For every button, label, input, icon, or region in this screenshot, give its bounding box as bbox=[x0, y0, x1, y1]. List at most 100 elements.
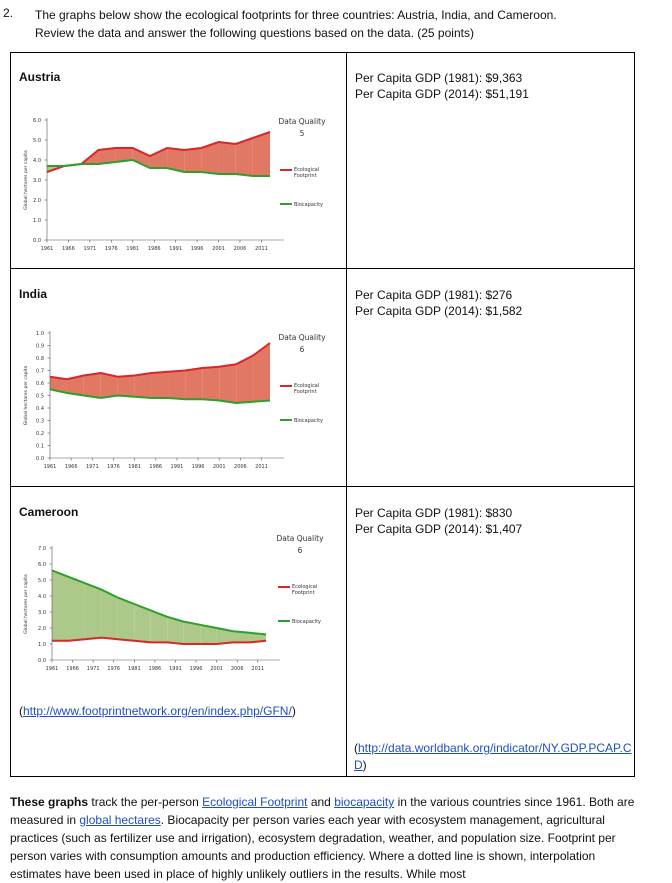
y-tick-label: 0.7 bbox=[36, 368, 44, 374]
y-axis-label: Global hectares per capita bbox=[23, 150, 29, 210]
x-tick-label: 1961 bbox=[46, 666, 59, 672]
y-tick-label: 0.2 bbox=[36, 431, 44, 437]
country-name: Cameroon bbox=[19, 505, 79, 519]
gap-fill bbox=[219, 364, 237, 403]
data-quality-value: 6 bbox=[298, 546, 303, 555]
text-run: and bbox=[307, 795, 335, 809]
source: (http://www.footprintnetwork.org/en/inde… bbox=[19, 704, 296, 718]
gap-fill bbox=[151, 371, 169, 398]
series-line bbox=[49, 388, 271, 405]
gap-fill bbox=[83, 373, 101, 398]
gap-fill bbox=[253, 343, 270, 402]
table-cell bbox=[346, 486, 635, 777]
y-tick-label: 5.0 bbox=[33, 138, 41, 144]
y-axis-label: Global hectares per capita bbox=[23, 574, 29, 634]
y-tick-label: 3.0 bbox=[33, 178, 41, 184]
source-link[interactable]: http://www.footprintnetwork.org/en/index… bbox=[23, 704, 292, 718]
gap-fill bbox=[185, 368, 203, 400]
text-link[interactable]: Ecological Footprint bbox=[202, 795, 308, 809]
y-tick-label: 0.8 bbox=[36, 356, 44, 362]
gap-fill bbox=[100, 373, 118, 398]
gap-fill bbox=[200, 624, 217, 644]
paren: ( bbox=[19, 704, 23, 718]
gap-fill bbox=[216, 628, 234, 644]
legend-label: Biocapacity bbox=[292, 619, 321, 625]
x-tick-label: 1971 bbox=[86, 464, 99, 470]
gap-fill bbox=[134, 604, 151, 643]
x-tick-label: 1981 bbox=[126, 246, 139, 252]
gap-fill bbox=[150, 610, 168, 643]
legend-label: Ecological Footprint bbox=[294, 383, 319, 395]
question-number: 2. bbox=[3, 6, 14, 20]
y-tick-label: 1.0 bbox=[38, 642, 46, 648]
gap-fill bbox=[52, 570, 69, 641]
x-tick-label: 1991 bbox=[171, 464, 184, 470]
y-tick-label: 0.0 bbox=[33, 238, 41, 244]
gdp-line: Per Capita GDP (2014): $1,407 bbox=[355, 522, 523, 536]
gap-fill bbox=[84, 583, 102, 640]
x-tick-label: 2001 bbox=[213, 464, 226, 470]
text-run: These graphs bbox=[10, 795, 89, 809]
gap-fill bbox=[66, 375, 84, 396]
gap-fill bbox=[183, 621, 201, 644]
legend-label: Biocapacity bbox=[294, 418, 323, 424]
x-tick-label: 1996 bbox=[190, 666, 203, 672]
data-quality-value: 6 bbox=[300, 345, 305, 354]
y-tick-label: 0.4 bbox=[36, 406, 44, 412]
y-tick-label: 4.0 bbox=[38, 594, 46, 600]
x-tick-label: 1961 bbox=[44, 464, 57, 470]
y-tick-label: 2.0 bbox=[38, 626, 46, 632]
gdp-line: Per Capita GDP (1981): $276 bbox=[355, 288, 513, 302]
gap-fill bbox=[117, 375, 135, 397]
text-run: in the various countries since 1961. Bot… bbox=[10, 795, 635, 827]
y-tick-label: 5.0 bbox=[38, 578, 46, 584]
text-run: . Biocapacity per person varies each yea… bbox=[10, 813, 616, 881]
y-tick-label: 7.0 bbox=[38, 546, 46, 552]
series-line bbox=[52, 636, 267, 645]
text-run: track the per-person bbox=[88, 795, 203, 809]
y-tick-label: 0.9 bbox=[36, 343, 44, 349]
gap-fill bbox=[167, 148, 185, 172]
y-tick-label: 0.0 bbox=[38, 658, 46, 664]
legend-label: Ecological Footprint bbox=[292, 584, 317, 596]
x-tick-label: 2001 bbox=[212, 246, 225, 252]
gap-fill bbox=[235, 138, 253, 176]
x-tick-label: 2011 bbox=[255, 464, 268, 470]
data-quality-value: 5 bbox=[300, 129, 305, 138]
y-tick-label: 0.3 bbox=[36, 418, 44, 424]
x-tick-label: 1986 bbox=[149, 666, 162, 672]
x-tick-label: 1981 bbox=[128, 464, 141, 470]
x-tick-label: 1981 bbox=[128, 666, 141, 672]
series-line bbox=[49, 342, 271, 381]
chart: 0.0 0.1 0.2 0.3 0.4 0.5 0.6 0.7 0.8 0.9 1.0 1961 196… bbox=[23, 331, 326, 470]
text-link[interactable]: global hectares bbox=[79, 813, 161, 827]
data-quality-label: Data Quality bbox=[278, 117, 326, 126]
source-link[interactable]: http://data.worldbank.org/indicator/NY.G… bbox=[354, 741, 632, 772]
text-link[interactable]: biocapacity bbox=[334, 795, 395, 809]
x-tick-label: 1986 bbox=[149, 464, 162, 470]
x-tick-label: 1986 bbox=[148, 246, 161, 252]
y-tick-label: 0.1 bbox=[36, 443, 44, 449]
x-tick-label: 1961 bbox=[41, 246, 54, 252]
x-tick-label: 2006 bbox=[234, 246, 247, 252]
y-tick-label: 0.0 bbox=[36, 456, 44, 462]
x-tick-label: 1991 bbox=[169, 246, 182, 252]
x-tick-label: 1976 bbox=[105, 246, 118, 252]
gap-fill bbox=[115, 148, 133, 162]
x-tick-label: 1976 bbox=[107, 464, 120, 470]
data-quality-label: Data Quality bbox=[278, 333, 326, 342]
x-tick-label: 1996 bbox=[192, 464, 205, 470]
y-tick-label: 2.0 bbox=[33, 198, 41, 204]
x-tick-label: 1971 bbox=[84, 246, 97, 252]
y-axis-label: Global hectares per capita bbox=[23, 366, 29, 426]
country-name: Austria bbox=[19, 70, 61, 84]
country-name: India bbox=[19, 287, 48, 301]
gdp-line: Per Capita GDP (1981): $830 bbox=[355, 506, 513, 520]
gap-fill bbox=[201, 142, 219, 174]
gap-fill bbox=[101, 589, 118, 640]
x-tick-label: 2006 bbox=[231, 666, 244, 672]
source: (http://data.worldbank.org/indicator/NY.… bbox=[354, 740, 632, 774]
x-tick-label: 2011 bbox=[251, 666, 264, 672]
x-tick-label: 1991 bbox=[169, 666, 182, 672]
